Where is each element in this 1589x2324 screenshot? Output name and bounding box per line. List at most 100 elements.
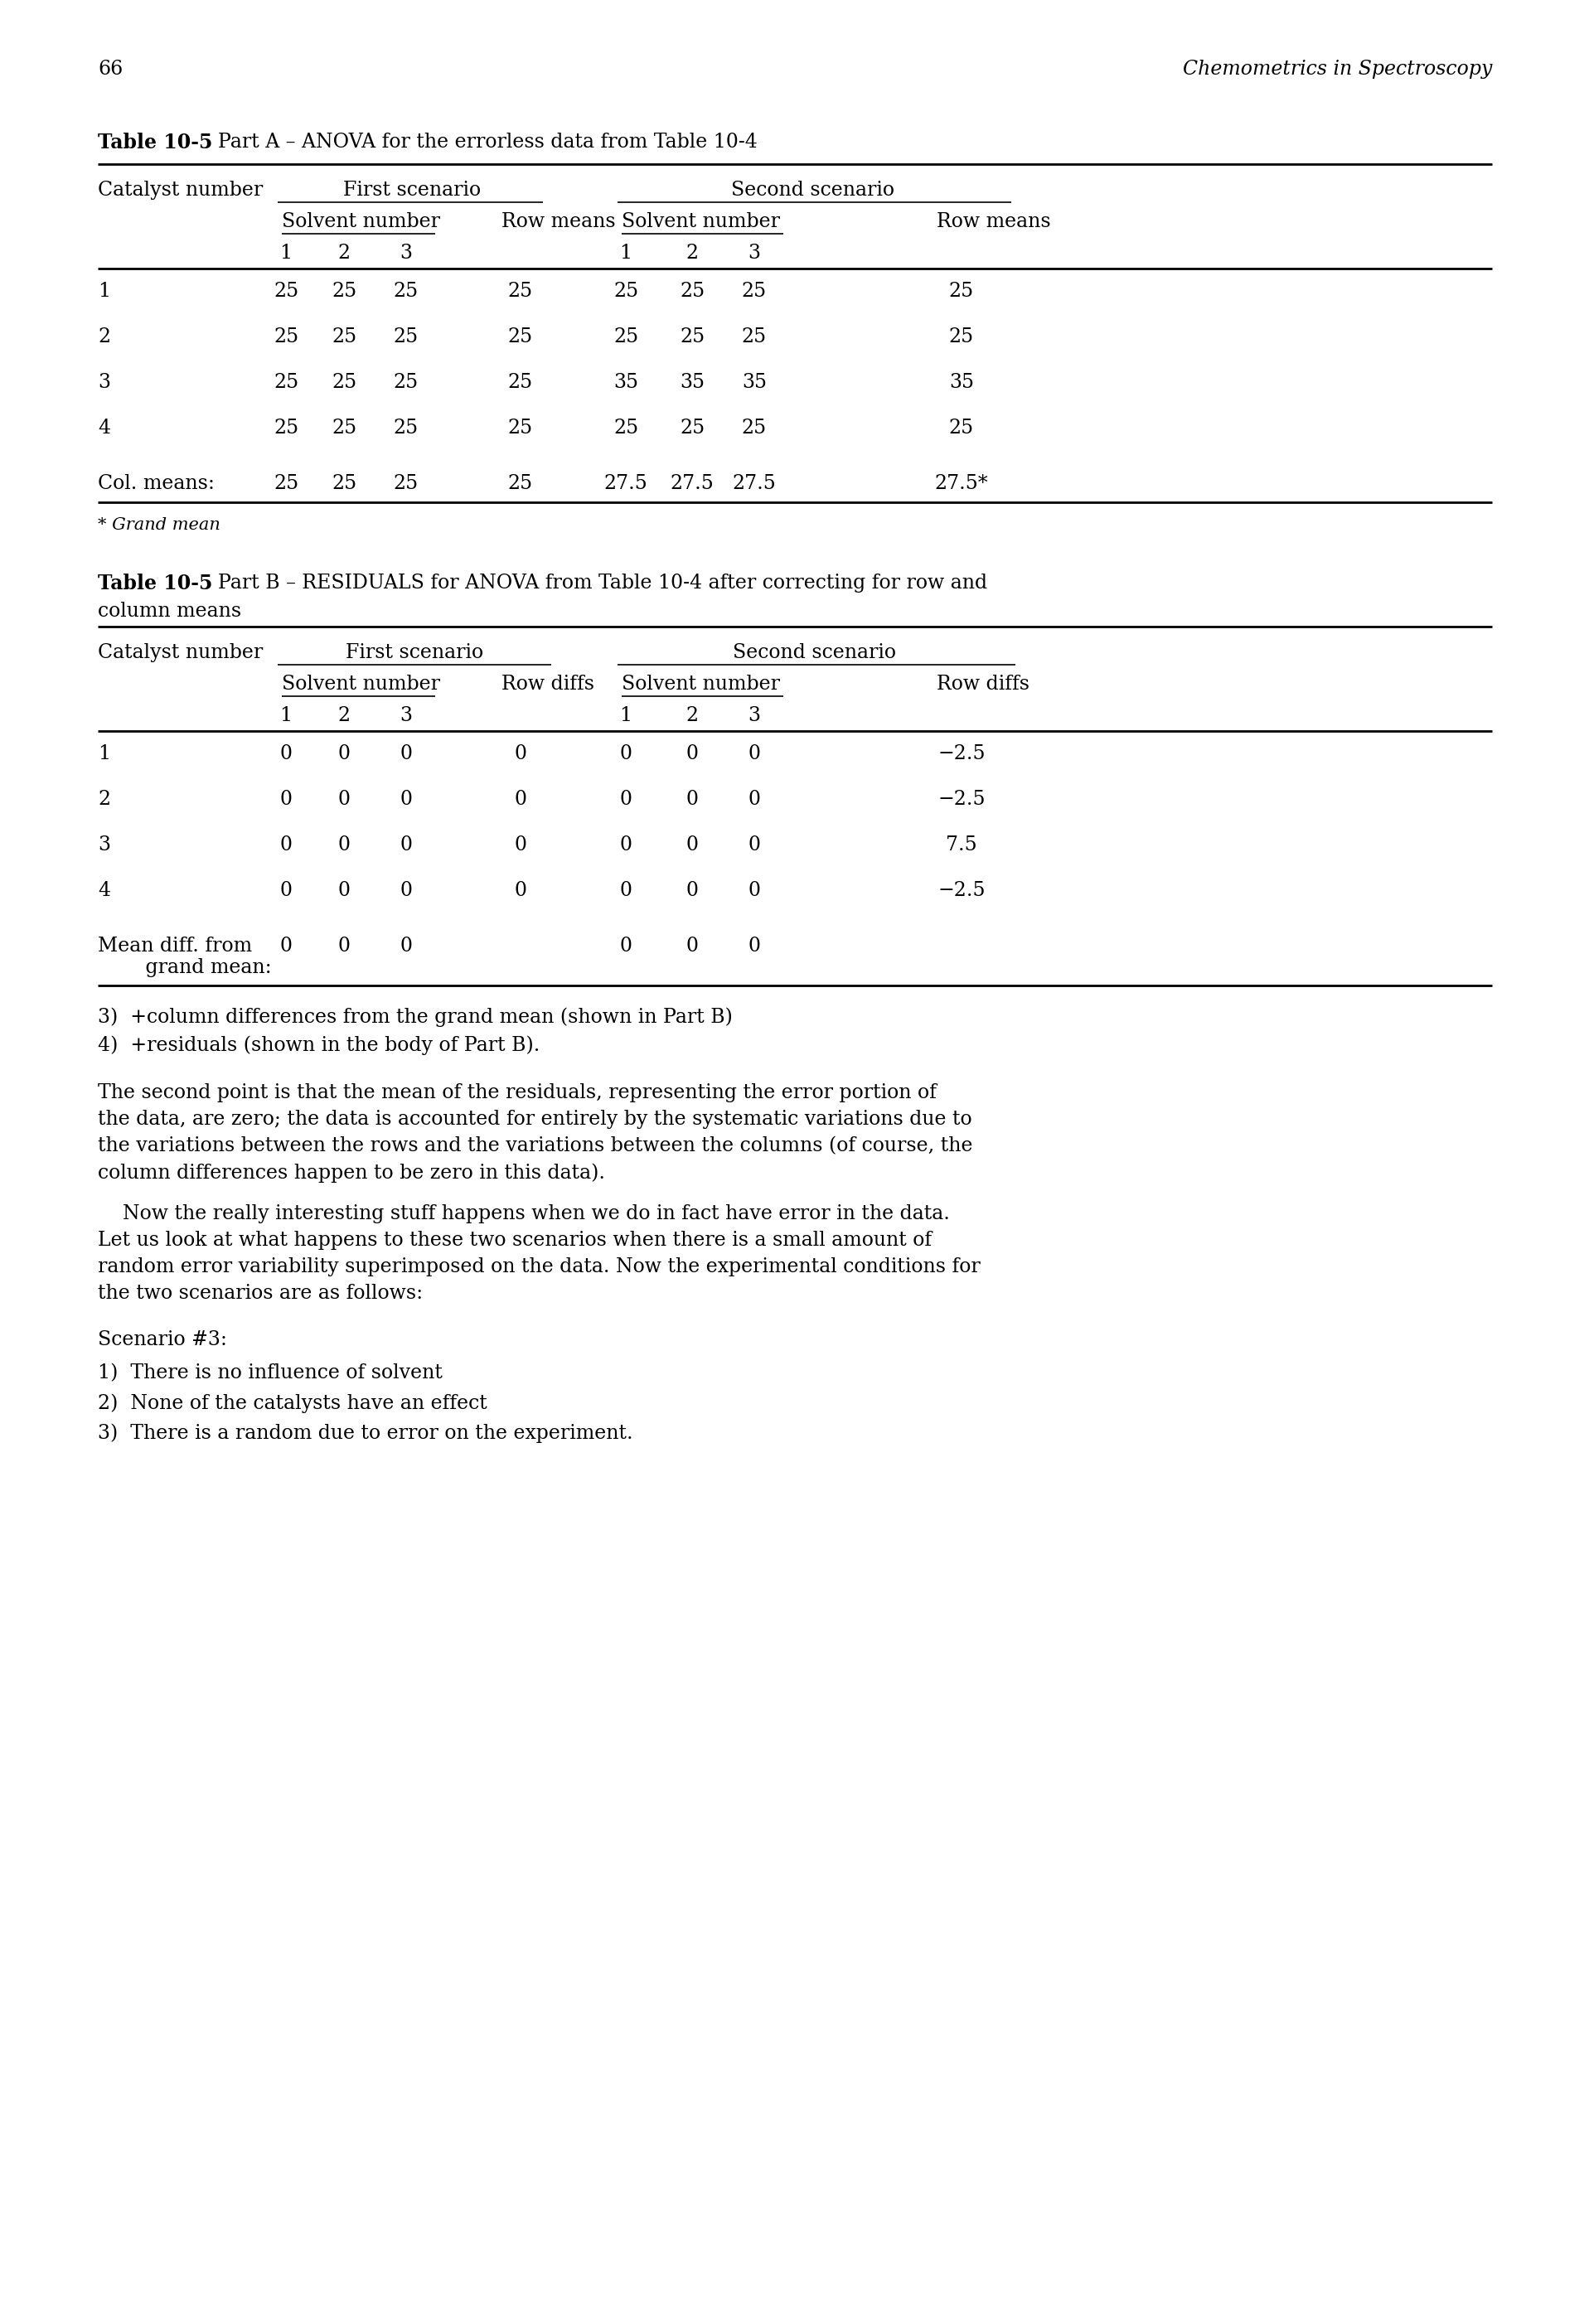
- Text: 35: 35: [613, 372, 639, 393]
- Text: 0: 0: [686, 744, 698, 762]
- Text: 0: 0: [686, 834, 698, 855]
- Text: 25: 25: [394, 474, 418, 493]
- Text: Solvent number: Solvent number: [621, 211, 780, 232]
- Text: The second point is that the mean of the residuals, representing the error porti: The second point is that the mean of the…: [99, 1083, 936, 1102]
- Text: 0: 0: [400, 834, 413, 855]
- Text: 0: 0: [338, 834, 350, 855]
- Text: 0: 0: [620, 790, 632, 809]
- Text: Row means: Row means: [936, 211, 1050, 232]
- Text: 25: 25: [508, 372, 532, 393]
- Text: 0: 0: [748, 834, 761, 855]
- Text: Part B – RESIDUALS for ANOVA from Table 10-4 after correcting for row and: Part B – RESIDUALS for ANOVA from Table …: [205, 574, 987, 593]
- Text: 25: 25: [332, 474, 356, 493]
- Text: Second scenario: Second scenario: [733, 644, 896, 662]
- Text: 0: 0: [515, 881, 528, 899]
- Text: 1)  There is no influence of solvent: 1) There is no influence of solvent: [99, 1364, 442, 1383]
- Text: 25: 25: [273, 281, 299, 300]
- Text: 3: 3: [400, 706, 413, 725]
- Text: 0: 0: [400, 744, 413, 762]
- Text: 2: 2: [338, 706, 350, 725]
- Text: 0: 0: [400, 790, 413, 809]
- Text: 3)  There is a random due to error on the experiment.: 3) There is a random due to error on the…: [99, 1422, 632, 1443]
- Text: 25: 25: [273, 328, 299, 346]
- Text: 25: 25: [273, 418, 299, 437]
- Text: 27.5: 27.5: [733, 474, 775, 493]
- Text: 1: 1: [280, 244, 292, 263]
- Text: Table 10-5: Table 10-5: [99, 574, 213, 593]
- Text: 0: 0: [620, 834, 632, 855]
- Text: 0: 0: [280, 937, 292, 955]
- Text: −2.5: −2.5: [938, 744, 985, 762]
- Text: 0: 0: [748, 937, 761, 955]
- Text: Mean diff. from: Mean diff. from: [99, 937, 253, 955]
- Text: 2: 2: [686, 244, 699, 263]
- Text: Chemometrics in Spectroscopy: Chemometrics in Spectroscopy: [1182, 60, 1492, 79]
- Text: 25: 25: [508, 474, 532, 493]
- Text: 25: 25: [394, 328, 418, 346]
- Text: 1: 1: [99, 281, 110, 300]
- Text: 1: 1: [99, 744, 110, 762]
- Text: column means: column means: [99, 602, 242, 621]
- Text: First scenario: First scenario: [343, 181, 481, 200]
- Text: the variations between the rows and the variations between the columns (of cours: the variations between the rows and the …: [99, 1136, 972, 1155]
- Text: 25: 25: [949, 281, 974, 300]
- Text: 25: 25: [508, 281, 532, 300]
- Text: 25: 25: [742, 418, 767, 437]
- Text: Second scenario: Second scenario: [731, 181, 895, 200]
- Text: 25: 25: [680, 328, 704, 346]
- Text: grand mean:: grand mean:: [127, 957, 272, 976]
- Text: 35: 35: [742, 372, 767, 393]
- Text: 0: 0: [620, 744, 632, 762]
- Text: Table 10-5: Table 10-5: [99, 132, 213, 153]
- Text: column differences happen to be zero in this data).: column differences happen to be zero in …: [99, 1162, 605, 1183]
- Text: 2: 2: [338, 244, 350, 263]
- Text: Solvent number: Solvent number: [281, 674, 440, 695]
- Text: −2.5: −2.5: [938, 790, 985, 809]
- Text: 0: 0: [338, 744, 350, 762]
- Text: the data, are zero; the data is accounted for entirely by the systematic variati: the data, are zero; the data is accounte…: [99, 1111, 972, 1129]
- Text: 2: 2: [99, 790, 110, 809]
- Text: 0: 0: [338, 881, 350, 899]
- Text: 25: 25: [332, 418, 356, 437]
- Text: 0: 0: [515, 790, 528, 809]
- Text: 0: 0: [686, 790, 698, 809]
- Text: 0: 0: [748, 881, 761, 899]
- Text: Row means: Row means: [502, 211, 615, 232]
- Text: 0: 0: [515, 744, 528, 762]
- Text: 3: 3: [99, 372, 110, 393]
- Text: 25: 25: [949, 328, 974, 346]
- Text: Solvent number: Solvent number: [281, 211, 440, 232]
- Text: 0: 0: [515, 834, 528, 855]
- Text: 0: 0: [280, 834, 292, 855]
- Text: 27.5: 27.5: [671, 474, 713, 493]
- Text: 4: 4: [99, 418, 110, 437]
- Text: 0: 0: [400, 937, 413, 955]
- Text: 3)  +column differences from the grand mean (shown in Part B): 3) +column differences from the grand me…: [99, 1006, 733, 1027]
- Text: 0: 0: [748, 744, 761, 762]
- Text: 25: 25: [273, 474, 299, 493]
- Text: 25: 25: [332, 328, 356, 346]
- Text: 0: 0: [748, 790, 761, 809]
- Text: 25: 25: [949, 418, 974, 437]
- Text: 0: 0: [338, 937, 350, 955]
- Text: * Grand mean: * Grand mean: [99, 518, 221, 532]
- Text: 0: 0: [686, 881, 698, 899]
- Text: 4: 4: [99, 881, 110, 899]
- Text: 7.5: 7.5: [945, 834, 977, 855]
- Text: random error variability superimposed on the data. Now the experimental conditio: random error variability superimposed on…: [99, 1257, 980, 1276]
- Text: 0: 0: [280, 744, 292, 762]
- Text: 25: 25: [680, 281, 704, 300]
- Text: 3: 3: [748, 244, 761, 263]
- Text: 25: 25: [613, 328, 639, 346]
- Text: Row diffs: Row diffs: [502, 674, 594, 695]
- Text: Catalyst number: Catalyst number: [99, 181, 262, 200]
- Text: Col. means:: Col. means:: [99, 474, 215, 493]
- Text: 25: 25: [394, 281, 418, 300]
- Text: 35: 35: [680, 372, 704, 393]
- Text: 25: 25: [394, 372, 418, 393]
- Text: 25: 25: [332, 372, 356, 393]
- Text: 66: 66: [99, 60, 122, 79]
- Text: 3: 3: [99, 834, 110, 855]
- Text: 27.5: 27.5: [604, 474, 648, 493]
- Text: 35: 35: [949, 372, 974, 393]
